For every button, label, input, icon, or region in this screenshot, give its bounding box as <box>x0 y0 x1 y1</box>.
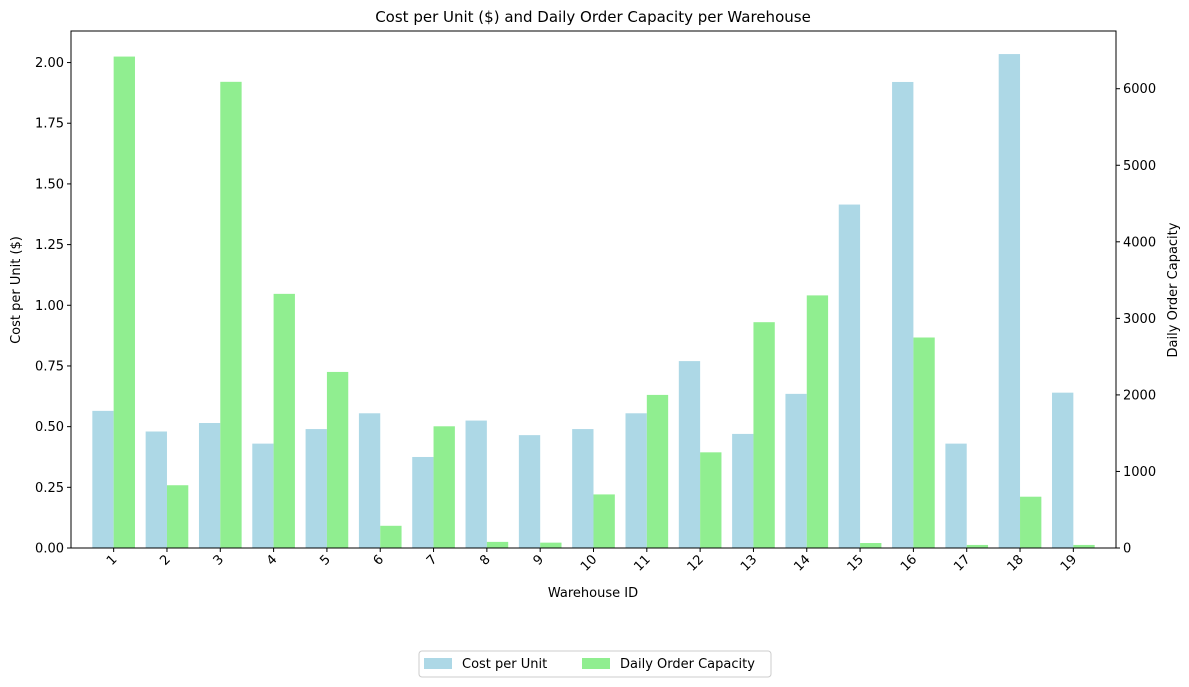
y-left-tick-label: 0.00 <box>35 542 64 557</box>
legend-label-daily-order-capacity: Daily Order Capacity <box>620 657 755 672</box>
axes-layer: 0.00 0.25 0.50 0.75 1.00 1.25 1.50 1.75 2.00 0 100… <box>35 30 1156 575</box>
bar-cost-per-unit-7 <box>412 456 434 548</box>
bar-cost-per-unit-1 <box>92 410 114 548</box>
y-right-tick-label: 3000 <box>1123 312 1156 327</box>
bar-cost-per-unit-6 <box>358 413 381 548</box>
bar-daily-order-capacity-14 <box>806 295 829 548</box>
bar-cost-per-unit-15 <box>838 204 861 549</box>
x-tick-label: 18 <box>1005 552 1027 574</box>
bar-cost-per-unit-18 <box>998 54 1021 549</box>
legend-swatch-daily-order-capacity <box>582 658 610 669</box>
legend: Cost per Unit Daily Order Capacity <box>418 650 772 678</box>
bar-cost-per-unit-4 <box>252 443 274 548</box>
bars-layer <box>92 54 1095 549</box>
legend-swatch-cost-per-unit <box>424 658 452 669</box>
x-tick-label: 8 <box>477 552 493 568</box>
bar-cost-per-unit-5 <box>305 429 327 548</box>
x-tick-label: 3 <box>211 552 227 568</box>
y-left-tick-label: 1.75 <box>35 117 64 132</box>
x-tick-label: 15 <box>845 552 867 574</box>
bar-daily-order-capacity-19 <box>1073 544 1095 548</box>
x-tick-label: 12 <box>685 552 707 574</box>
y-right-tick-label: 5000 <box>1123 159 1156 174</box>
y-left-tick-label: 1.25 <box>35 238 64 253</box>
x-tick-label: 13 <box>738 552 760 574</box>
bar-daily-order-capacity-6 <box>380 525 402 548</box>
x-tick-label: 14 <box>791 552 813 574</box>
bar-daily-order-capacity-3 <box>220 81 242 548</box>
bar-cost-per-unit-9 <box>518 435 541 548</box>
y-left-tick-label: 1.50 <box>35 177 64 192</box>
bar-cost-per-unit-2 <box>145 431 167 548</box>
legend-label-cost-per-unit: Cost per Unit <box>462 657 547 672</box>
x-tick-label: 6 <box>371 552 387 568</box>
y-left-tick-label: 0.50 <box>35 420 64 435</box>
x-tick-label: 9 <box>531 552 547 568</box>
bar-cost-per-unit-3 <box>198 423 221 548</box>
bar-cost-per-unit-16 <box>892 81 914 548</box>
y-axis-left-title: Cost per Unit ($) <box>9 236 24 344</box>
x-tick-label: 16 <box>898 552 920 574</box>
bar-daily-order-capacity-16 <box>913 337 935 548</box>
x-tick-label: 17 <box>951 552 973 574</box>
y-left-tick-label: 0.25 <box>35 481 64 496</box>
bar-daily-order-capacity-11 <box>646 394 669 548</box>
bar-cost-per-unit-17 <box>945 443 967 548</box>
x-tick-label: 10 <box>578 552 600 574</box>
y-left-tick-label: 2.00 <box>35 56 64 71</box>
bar-cost-per-unit-11 <box>625 413 647 548</box>
bar-daily-order-capacity-13 <box>753 322 775 548</box>
bar-daily-order-capacity-17 <box>966 544 989 548</box>
y-axis-right-title: Daily Order Capacity <box>1166 222 1181 357</box>
bar-daily-order-capacity-12 <box>700 452 722 548</box>
bar-daily-order-capacity-2 <box>166 485 189 548</box>
y-left-tick-label: 0.75 <box>35 359 64 374</box>
y-right-tick-label: 4000 <box>1123 235 1156 250</box>
bar-daily-order-capacity-8 <box>486 541 509 548</box>
bar-daily-order-capacity-4 <box>273 293 295 548</box>
bar-daily-order-capacity-7 <box>433 426 455 548</box>
bar-cost-per-unit-14 <box>785 393 807 548</box>
x-tick-label: 11 <box>631 552 653 574</box>
x-tick-label: 2 <box>157 552 173 568</box>
bar-cost-per-unit-19 <box>1052 392 1074 548</box>
x-tick-label: 5 <box>317 552 333 568</box>
x-tick-label: 1 <box>104 552 120 568</box>
y-right-tick-label: 6000 <box>1123 82 1156 97</box>
bar-cost-per-unit-10 <box>572 429 594 548</box>
bar-cost-per-unit-12 <box>678 361 701 548</box>
x-tick-label: 4 <box>264 552 280 568</box>
bar-daily-order-capacity-1 <box>113 56 135 548</box>
x-tick-label: 19 <box>1058 552 1080 574</box>
x-tick-label: 7 <box>424 552 440 568</box>
y-left-tick-label: 1.00 <box>35 299 64 314</box>
bar-daily-order-capacity-10 <box>593 494 615 548</box>
chart-title: Cost per Unit ($) and Daily Order Capaci… <box>375 8 811 26</box>
bar-daily-order-capacity-5 <box>326 371 349 548</box>
bar-daily-order-capacity-15 <box>860 543 882 548</box>
bar-cost-per-unit-8 <box>465 420 487 548</box>
x-axis-title: Warehouse ID <box>548 586 638 601</box>
y-right-tick-label: 2000 <box>1123 388 1156 403</box>
y-right-tick-label: 1000 <box>1123 465 1156 480</box>
bar-daily-order-capacity-18 <box>1020 496 1042 548</box>
bar-cost-per-unit-13 <box>732 433 754 548</box>
y-right-tick-label: 0 <box>1123 542 1131 557</box>
bar-daily-order-capacity-9 <box>540 542 562 548</box>
